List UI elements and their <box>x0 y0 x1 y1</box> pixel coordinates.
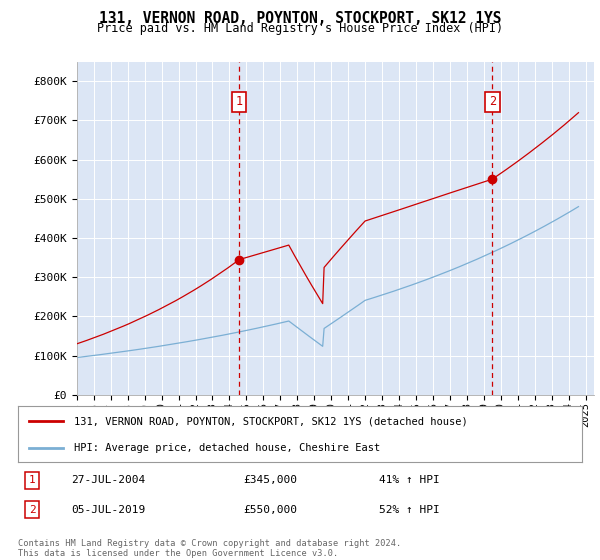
Text: 131, VERNON ROAD, POYNTON, STOCKPORT, SK12 1YS (detached house): 131, VERNON ROAD, POYNTON, STOCKPORT, SK… <box>74 416 468 426</box>
Text: 2: 2 <box>489 95 496 108</box>
Text: 41% ↑ HPI: 41% ↑ HPI <box>379 475 440 485</box>
Text: 131, VERNON ROAD, POYNTON, STOCKPORT, SK12 1YS: 131, VERNON ROAD, POYNTON, STOCKPORT, SK… <box>99 11 501 26</box>
Text: 1: 1 <box>236 95 242 108</box>
Text: Contains HM Land Registry data © Crown copyright and database right 2024.
This d: Contains HM Land Registry data © Crown c… <box>18 539 401 558</box>
Text: 05-JUL-2019: 05-JUL-2019 <box>71 505 146 515</box>
Text: 1: 1 <box>29 475 35 485</box>
Text: HPI: Average price, detached house, Cheshire East: HPI: Average price, detached house, Ches… <box>74 443 380 453</box>
Text: 27-JUL-2004: 27-JUL-2004 <box>71 475 146 485</box>
Text: 2: 2 <box>29 505 35 515</box>
Text: £550,000: £550,000 <box>244 505 298 515</box>
Text: Price paid vs. HM Land Registry's House Price Index (HPI): Price paid vs. HM Land Registry's House … <box>97 22 503 35</box>
Text: £345,000: £345,000 <box>244 475 298 485</box>
Text: 52% ↑ HPI: 52% ↑ HPI <box>379 505 440 515</box>
